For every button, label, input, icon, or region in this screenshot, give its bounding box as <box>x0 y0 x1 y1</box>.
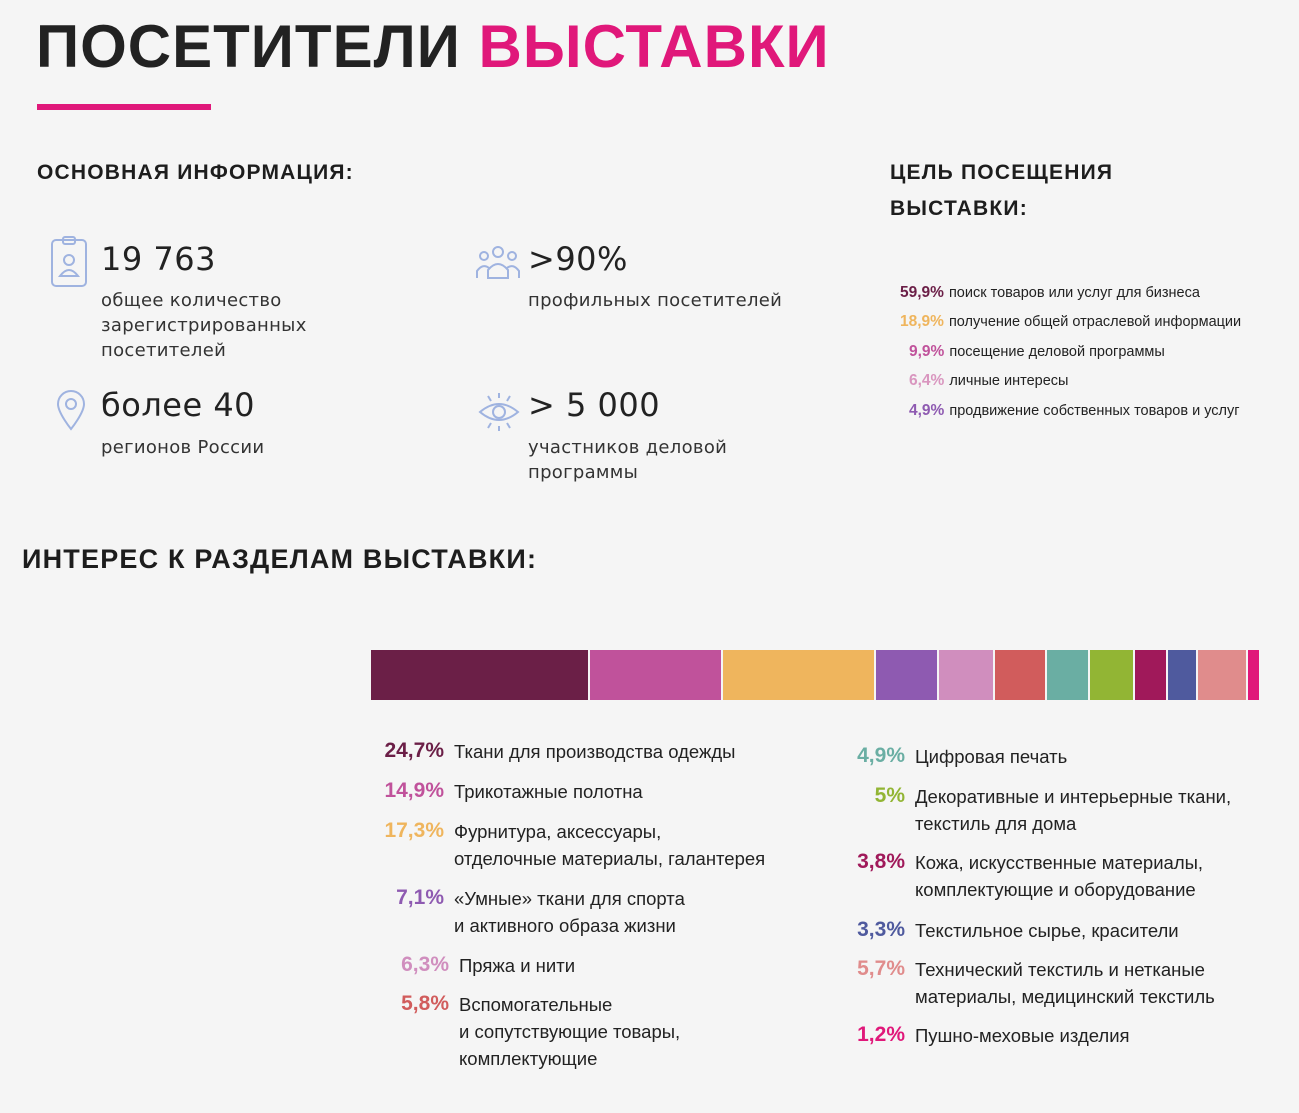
eye-icon <box>478 393 520 431</box>
bar-segment <box>876 650 940 700</box>
visit-goal-heading: ЦЕЛЬ ПОСЕЩЕНИЯ ВЫСТАВКИ: <box>890 161 1114 220</box>
goal-pct: 59,9% <box>900 283 944 301</box>
goal-pct: 6,4% <box>909 372 945 390</box>
bar-segment <box>1134 650 1169 700</box>
group-icon <box>476 246 520 279</box>
goal-label: поиск товаров или услуг для бизнеса <box>948 284 1200 301</box>
legend-value: 1,2% <box>857 1023 905 1046</box>
goal-item: 4,9% продвижение собственных товаров и ус… <box>900 396 1295 426</box>
stat-regions-desc: регионов России <box>101 437 265 458</box>
legend-item: 14,9% Трикотажные полотна <box>371 778 643 805</box>
map-pin-icon <box>56 390 86 431</box>
legend-value: 5% <box>874 784 905 807</box>
stat-registered-desc: общее количество зарегистрированных посе… <box>101 290 307 361</box>
bar-segment <box>995 650 1047 700</box>
stacked-bar-chart <box>371 650 1259 700</box>
legend-value: 5,8% <box>401 992 449 1015</box>
bar-segment <box>1197 650 1249 700</box>
goal-label: получение общей отраслевой информации <box>948 314 1242 331</box>
legend-label: Декоративные и интерьерные ткани, тексти… <box>915 786 1232 834</box>
legend-item: 4,9% Цифровая печать <box>848 743 1067 770</box>
legend-value: 4,9% <box>857 744 905 767</box>
goal-pct: 4,9% <box>909 401 945 419</box>
legend-item: 17,3% Фурнитура, аксессуары, отделочные м… <box>371 818 765 872</box>
stat-profile-desc: профильных посетителей <box>528 290 783 311</box>
stat-profile <box>475 244 521 286</box>
legend-item: 3,3% Текстильное сырье, красители <box>848 917 1179 944</box>
bar-segment <box>722 650 877 700</box>
legend-label: Фурнитура, аксессуары, отделочные матери… <box>454 821 766 869</box>
legend-value: 6,3% <box>401 953 449 976</box>
goal-item: 59,9% поиск товаров или услуг для бизнеса <box>900 278 1295 308</box>
bar-segment <box>1090 650 1135 700</box>
legend-item: 24,7% Ткани для производства одежды <box>371 738 735 765</box>
goal-pct: 9,9% <box>909 342 945 360</box>
legend-item: 3,8% Кожа, искусственные материалы, компл… <box>848 849 1203 903</box>
legend-item: 1,2% Пушно-меховые изделия <box>848 1022 1130 1049</box>
stat-business <box>477 392 521 436</box>
stat-regions <box>55 389 87 435</box>
bar-segment <box>371 650 591 700</box>
title-underline <box>37 104 211 110</box>
legend-item: 5,7% Технический текстиль и нетканые мате… <box>848 956 1215 1010</box>
goal-label: посещение деловой программы <box>949 343 1165 360</box>
stat-business-value: > 5 000 <box>528 386 661 424</box>
stat-business-desc: участников деловой программы <box>528 437 728 483</box>
page-title: ПОСЕТИТЕЛИ ВЫСТАВКИ <box>36 12 830 81</box>
goal-label: личные интересы <box>949 373 1069 390</box>
legend-value: 5,7% <box>857 957 905 980</box>
sections-heading: ИНТЕРЕС К РАЗДЕЛАМ ВЫСТАВКИ: <box>22 544 538 574</box>
id-badge-icon <box>51 236 87 287</box>
legend-label: «Умные» ткани для спорта и активного обр… <box>454 888 685 936</box>
bar-segment <box>1046 650 1091 700</box>
legend-label: Трикотажные полотна <box>454 781 643 802</box>
legend-value: 24,7% <box>384 739 444 762</box>
title-part1: ПОСЕТИТЕЛИ <box>36 13 461 80</box>
title-part2: ВЫСТАВКИ <box>478 13 830 80</box>
legend-value: 14,9% <box>384 779 444 802</box>
stat-regions-value: более 40 <box>101 386 256 424</box>
visit-goal-list: 59,9% поиск товаров или услуг для бизнеса… <box>900 278 1295 426</box>
goal-item: 9,9% посещение деловой программы <box>900 337 1295 367</box>
bar-segment <box>939 650 996 700</box>
legend-label: Вспомогательные и сопутствующие товары, … <box>459 994 681 1069</box>
legend-value: 17,3% <box>384 819 444 842</box>
legend-label: Цифровая печать <box>915 746 1068 767</box>
goal-pct: 18,9% <box>900 313 944 331</box>
legend-label: Пряжа и нити <box>459 955 576 976</box>
legend-label: Технический текстиль и нетканые материал… <box>915 959 1215 1007</box>
legend-value: 3,8% <box>857 850 905 873</box>
stat-registered <box>49 236 91 292</box>
legend-label: Пушно-меховые изделия <box>915 1025 1130 1046</box>
bar-segment <box>590 650 723 700</box>
stat-profile-value: >90% <box>528 240 628 278</box>
legend-item: 5,8% Вспомогательные и сопутствующие това… <box>371 991 680 1072</box>
legend-item: 7,1% «Умные» ткани для спорта и активного… <box>371 885 685 939</box>
legend-value: 7,1% <box>396 886 444 909</box>
legend-item: 5% Декоративные и интерьерные ткани, текс… <box>848 783 1232 837</box>
goal-label: продвижение собственных товаров и услуг <box>949 402 1240 419</box>
legend-label: Ткани для производства одежды <box>454 741 736 762</box>
legend-value: 3,3% <box>857 918 905 941</box>
stat-registered-value: 19 763 <box>101 240 216 278</box>
goal-item: 18,9% получение общей отраслевой информац… <box>900 308 1295 338</box>
legend-label: Текстильное сырье, красители <box>915 920 1179 941</box>
goal-item: 6,4% личные интересы <box>900 367 1295 397</box>
legend-item: 6,3% Пряжа и нити <box>371 952 575 979</box>
bar-segment <box>1168 650 1198 700</box>
basic-info-heading: ОСНОВНАЯ ИНФОРМАЦИЯ: <box>37 161 354 184</box>
legend-label: Кожа, искусственные материалы, комплекту… <box>915 852 1204 900</box>
bar-segment <box>1248 650 1259 700</box>
